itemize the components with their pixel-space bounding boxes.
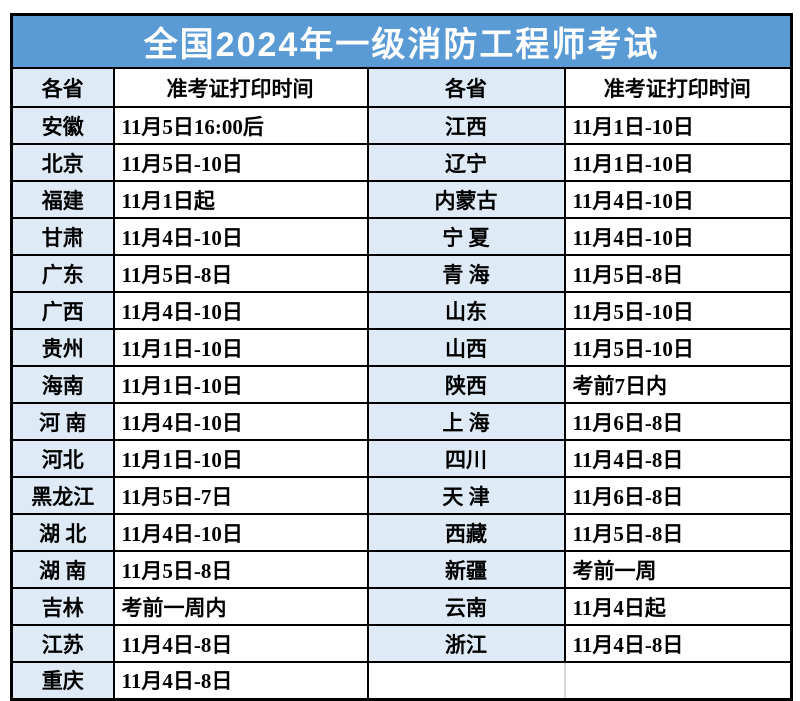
table-row: 黑龙江 11月5日-7日 天 津 11月6日-8日 — [10, 476, 793, 515]
province-cell: 河北 — [10, 439, 115, 478]
table-row: 安徽 11月5日16:00后 江西 11月1日-10日 — [10, 106, 793, 145]
table-header-row: 各省 准考证打印时间 各省 准考证打印时间 — [10, 67, 793, 108]
print-time-cell: 考前7日内 — [563, 365, 793, 404]
province-cell: 重庆 — [10, 661, 115, 700]
table-row: 湖 南 11月5日-8日 新疆 考前一周 — [10, 550, 793, 589]
print-time-cell: 11月4日-10日 — [563, 217, 793, 256]
province-cell: 黑龙江 — [10, 476, 115, 515]
print-time-cell: 11月4日-10日 — [563, 180, 793, 219]
print-time-cell: 11月5日-8日 — [563, 513, 793, 552]
province-cell: 浙江 — [366, 624, 566, 663]
province-cell: 上 海 — [366, 402, 566, 441]
print-time-cell: 11月1日起 — [112, 180, 369, 219]
table-row: 海南 11月1日-10日 陕西 考前7日内 — [10, 365, 793, 404]
province-cell: 广东 — [10, 254, 115, 293]
province-cell: 湖 南 — [10, 550, 115, 589]
table-row: 广西 11月4日-10日 山东 11月5日-10日 — [10, 291, 793, 330]
table-row: 湖 北 11月4日-10日 西藏 11月5日-8日 — [10, 513, 793, 552]
province-cell: 云南 — [366, 587, 566, 626]
province-cell: 内蒙古 — [366, 180, 566, 219]
print-time-cell: 11月5日-10日 — [563, 328, 793, 367]
province-cell: 河 南 — [10, 402, 115, 441]
province-cell: 海南 — [10, 365, 115, 404]
table-row: 重庆 11月4日-8日 — [10, 661, 793, 700]
print-time-cell: 11月5日16:00后 — [112, 106, 369, 145]
header-print-time-right: 准考证打印时间 — [563, 67, 793, 108]
title-row: 全国2024年一级消防工程师考试 — [10, 13, 793, 69]
province-cell: 福建 — [10, 180, 115, 219]
header-province-right: 各省 — [366, 67, 566, 108]
print-time-cell: 11月5日-8日 — [112, 254, 369, 293]
print-time-cell: 11月1日-10日 — [563, 143, 793, 182]
exam-schedule-sheet: 全国2024年一级消防工程师考试 各省 准考证打印时间 各省 准考证打印时间 安… — [10, 13, 794, 701]
print-time-cell: 11月1日-10日 — [563, 106, 793, 145]
print-time-cell: 11月4日-10日 — [112, 217, 369, 256]
print-time-cell: 11月5日-7日 — [112, 476, 369, 515]
province-cell: 北京 — [10, 143, 115, 182]
print-time-cell: 11月4日起 — [563, 587, 793, 626]
print-time-cell: 11月4日-8日 — [112, 624, 369, 663]
table-row: 吉林 考前一周内 云南 11月4日起 — [10, 587, 793, 626]
province-cell: 江西 — [366, 106, 566, 145]
province-cell: 青 海 — [366, 254, 566, 293]
print-time-cell: 11月5日-8日 — [112, 550, 369, 589]
province-cell: 吉林 — [10, 587, 115, 626]
print-time-cell: 11月4日-8日 — [112, 661, 369, 700]
print-time-cell: 11月5日-8日 — [563, 254, 793, 293]
table-row: 江苏 11月4日-8日 浙江 11月4日-8日 — [10, 624, 793, 663]
province-cell: 四川 — [366, 439, 566, 478]
print-time-cell: 11月6日-8日 — [563, 476, 793, 515]
province-cell: 贵州 — [10, 328, 115, 367]
header-print-time-left: 准考证打印时间 — [112, 67, 369, 108]
province-cell: 陕西 — [366, 365, 566, 404]
province-cell: 山东 — [366, 291, 566, 330]
print-time-cell: 11月5日-10日 — [112, 143, 369, 182]
table-row: 福建 11月1日起 内蒙古 11月4日-10日 — [10, 180, 793, 219]
table-row: 贵州 11月1日-10日 山西 11月5日-10日 — [10, 328, 793, 367]
table-row: 北京 11月5日-10日 辽宁 11月1日-10日 — [10, 143, 793, 182]
province-cell: 江苏 — [10, 624, 115, 663]
exam-schedule-table: 全国2024年一级消防工程师考试 各省 准考证打印时间 各省 准考证打印时间 安… — [10, 13, 794, 701]
print-time-cell: 11月1日-10日 — [112, 439, 369, 478]
print-time-cell: 11月4日-8日 — [563, 624, 793, 663]
province-cell: 辽宁 — [366, 143, 566, 182]
print-time-cell: 11月4日-10日 — [112, 402, 369, 441]
province-cell: 安徽 — [10, 106, 115, 145]
province-cell: 西藏 — [366, 513, 566, 552]
print-time-cell: 11月5日-10日 — [563, 291, 793, 330]
province-cell: 湖 北 — [10, 513, 115, 552]
table-row: 广东 11月5日-8日 青 海 11月5日-8日 — [10, 254, 793, 293]
table-row: 河北 11月1日-10日 四川 11月4日-8日 — [10, 439, 793, 478]
print-time-cell: 11月6日-8日 — [563, 402, 793, 441]
print-time-cell: 11月4日-10日 — [112, 291, 369, 330]
province-cell: 新疆 — [366, 550, 566, 589]
province-cell: 广西 — [10, 291, 115, 330]
province-cell: 天 津 — [366, 476, 566, 515]
print-time-cell: 11月1日-10日 — [112, 365, 369, 404]
print-time-cell: 11月4日-10日 — [112, 513, 369, 552]
print-time-cell: 考前一周内 — [112, 587, 369, 626]
print-time-cell: 11月4日-8日 — [563, 439, 793, 478]
page-title: 全国2024年一级消防工程师考试 — [10, 13, 793, 69]
empty-province-cell — [366, 661, 566, 700]
province-cell: 甘肃 — [10, 217, 115, 256]
header-province-left: 各省 — [10, 67, 115, 108]
print-time-cell: 11月1日-10日 — [112, 328, 369, 367]
province-cell: 山西 — [366, 328, 566, 367]
province-cell: 宁 夏 — [366, 217, 566, 256]
print-time-cell: 考前一周 — [563, 550, 793, 589]
empty-print-time-cell — [563, 661, 793, 700]
table-row: 甘肃 11月4日-10日 宁 夏 11月4日-10日 — [10, 217, 793, 256]
table-row: 河 南 11月4日-10日 上 海 11月6日-8日 — [10, 402, 793, 441]
